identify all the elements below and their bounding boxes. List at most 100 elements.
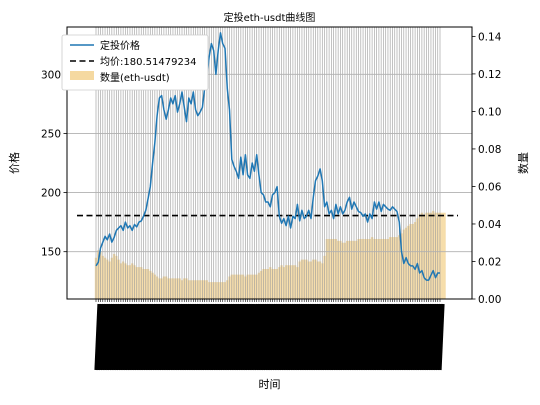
x-tick-label [275,303,282,371]
x-tick-label [295,303,303,371]
right-tick-label: 0.06 [478,181,502,193]
x-tick-label [105,303,112,371]
x-tick-label [114,303,121,371]
x-tick-label [166,303,174,371]
price-line [95,32,440,281]
x-tick-label [293,303,300,371]
x-tick-label [399,303,407,371]
x-tick-label [196,303,203,371]
x-tick-label [221,303,228,371]
x-tick-label [345,303,352,371]
x-tick-label [203,303,210,371]
x-tick-label [363,303,370,371]
x-tick-label [343,303,350,371]
right-tick-label: 0.14 [478,31,502,43]
x-tick-label [98,303,106,371]
x-tick-label [334,303,341,371]
x-tick-label [94,303,101,371]
x-tick-label [257,303,264,371]
x-tick-label [433,303,441,371]
x-tick-label [169,303,176,371]
x-tick-label [436,303,443,371]
x-tick-label [130,303,137,371]
x-tick-label [180,303,187,371]
x-tick-label [361,303,368,371]
x-tick-label [418,303,425,371]
x-tick-label [112,303,119,371]
price-polyline [95,32,440,281]
x-tick-label [205,303,212,371]
x-tick-label [384,303,391,371]
x-tick-label [395,303,402,371]
right-tick-label: 0.00 [478,294,501,306]
x-tick-label [164,303,171,371]
x-tick-label [415,303,422,371]
x-tick-label [212,303,219,371]
x-tick-label [264,303,271,371]
x-tick-label [286,303,293,371]
legend-label: 均价:180.51479234 [100,56,197,68]
right-tick-label: 0.04 [478,219,502,231]
legend-box [61,34,209,91]
x-tick-label [252,303,260,371]
x-tick-label [397,303,404,371]
x-tick-label [261,303,269,371]
x-tick-label [411,303,418,371]
x-tick-label [227,303,235,371]
x-tick-label [123,303,131,371]
x-tick-label [141,303,149,371]
x-tick-label [279,303,287,371]
x-tick-label [404,303,411,371]
x-tick-label [318,303,325,371]
x-tick-label [218,303,226,371]
legend-swatch-quantity [70,71,94,80]
legend-label: 定投价格 [100,39,140,52]
x-tick-label [200,303,207,371]
x-tick-label [352,303,359,371]
x-axis-label: 时间 [259,378,281,391]
x-tick-label [420,303,427,371]
x-tick-label [234,303,241,371]
x-tick-label [309,303,316,371]
x-tick-label [332,303,339,371]
y-axis-label-right: 数量 [517,152,530,174]
x-tick-label [182,303,189,371]
x-tick-label [193,303,201,371]
x-tick-label [126,303,133,371]
right-y-axis: 0.00 0.02 0.04 0.06 0.08 0.10 0.12 0.14 [472,31,502,306]
right-tick-label: 0.08 [478,144,501,156]
x-tick-label [137,303,144,371]
x-tick-label [422,303,429,371]
x-tick-label [431,303,438,371]
x-tick-label [207,303,214,371]
plot-frame [66,26,473,300]
x-tick-label [96,303,103,371]
x-tick-label [173,303,180,371]
x-tick-label [268,303,275,371]
x-tick-label [160,303,167,371]
x-tick-label [386,303,393,371]
x-tick-label [338,303,346,371]
x-tick-label [307,303,314,371]
x-tick-label [365,303,373,371]
plot-border [66,26,473,300]
x-tick-label [350,303,357,371]
x-tick-label [379,303,386,371]
x-tick-label [359,303,366,371]
right-tick-label: 0.02 [478,256,501,268]
x-tick-label [438,303,445,371]
x-tick-label [336,303,343,371]
x-tick-label [370,303,377,371]
x-tick-label [320,303,327,371]
x-tick-label [388,303,395,371]
left-tick-label: 250 [41,128,61,140]
x-tick-label [107,303,115,371]
x-tick-label [157,303,164,371]
x-tick-label [103,303,110,371]
x-tick-label [282,303,289,371]
x-tick-label [150,303,158,371]
x-tick-label [341,303,348,371]
y-axis-label-left: 价格 [7,152,21,174]
x-tick-label [329,303,336,371]
